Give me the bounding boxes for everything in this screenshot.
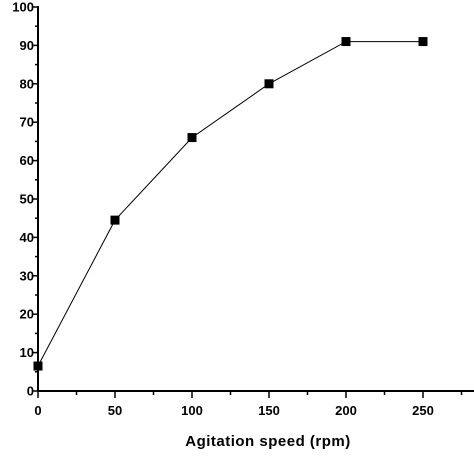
y-tick-label: 90 [20, 38, 34, 53]
y-tick-label: 40 [20, 230, 34, 245]
x-tick-label: 100 [181, 403, 203, 418]
y-tick-label: 80 [20, 76, 34, 91]
data-point-marker [33, 361, 43, 371]
x-tick-label: 250 [412, 403, 434, 418]
data-point-marker [110, 215, 120, 225]
y-tick-label: 50 [20, 192, 34, 207]
chart-series [33, 37, 428, 371]
y-tick-label: 70 [20, 115, 34, 130]
y-tick-label: 100 [12, 0, 34, 15]
data-point-marker [418, 37, 428, 47]
x-tick-label: 50 [108, 403, 122, 418]
y-tick-label: 10 [20, 345, 34, 360]
x-tick-label: 0 [34, 403, 41, 418]
data-point-marker [264, 79, 274, 89]
data-point-marker [341, 37, 351, 47]
x-tick-label: 200 [335, 403, 357, 418]
x-tick-label: 150 [258, 403, 280, 418]
y-tick-label: 0 [27, 384, 34, 399]
y-tick-label: 20 [20, 307, 34, 322]
y-tick-label: 30 [20, 268, 34, 283]
series-line [37, 41, 423, 367]
x-axis-title: Agitation speed (rpm) [185, 433, 351, 450]
y-tick-label: 60 [20, 153, 34, 168]
data-point-marker [187, 133, 197, 143]
chart-axes: 0 10 20 30 40 50 60 70 80 90 100 0 50 100 150 200 250 [12, 0, 474, 418]
